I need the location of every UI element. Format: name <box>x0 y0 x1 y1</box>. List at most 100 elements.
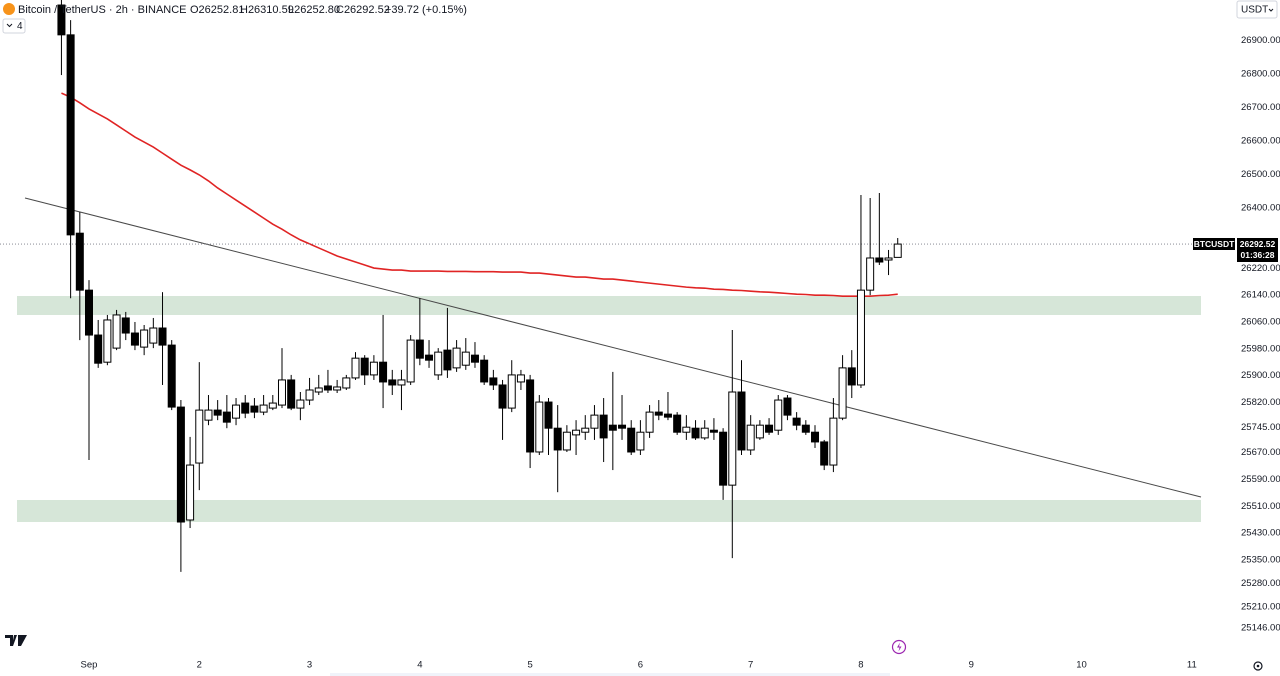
candle-body <box>654 411 663 416</box>
candle-body <box>360 357 369 376</box>
candle-body <box>213 409 222 416</box>
symbol-label: BTCUSDT <box>1194 239 1235 249</box>
indicator-toggle[interactable]: 4 <box>2 18 26 34</box>
candle-body <box>415 339 424 359</box>
y-tick-label: 26400.00 <box>1241 203 1280 214</box>
y-tick-label: 25350.00 <box>1241 554 1280 565</box>
candle-body <box>838 367 847 419</box>
candle-body <box>176 406 185 523</box>
lightning-button[interactable] <box>891 639 907 655</box>
candle-body <box>663 413 672 418</box>
settings-hub[interactable] <box>1256 664 1260 668</box>
bar-countdown: 01:36:28 <box>1240 250 1274 260</box>
candle-body <box>700 427 709 439</box>
trendline <box>24 197 1202 498</box>
candle-body <box>268 402 277 409</box>
lightning-icon[interactable] <box>897 642 902 652</box>
settings-button[interactable] <box>1253 661 1263 671</box>
candle-body <box>884 257 893 261</box>
y-tick-label: 25210.00 <box>1241 601 1280 612</box>
candle-body <box>792 417 801 426</box>
x-tick-label: 9 <box>969 660 974 671</box>
candle-body <box>425 354 434 361</box>
candle-body <box>305 389 314 401</box>
candle-body <box>130 332 139 346</box>
price-label-box <box>1237 238 1278 262</box>
candle-body <box>167 344 176 408</box>
candle-body <box>480 359 489 383</box>
candle-body <box>434 351 443 376</box>
x-tick-label: 4 <box>417 660 422 671</box>
candle-body <box>820 441 829 466</box>
candle-body <box>94 334 103 364</box>
candle-body <box>397 379 406 386</box>
candle-body <box>783 397 792 416</box>
settings-gear[interactable] <box>1253 661 1263 671</box>
tv-logo[interactable] <box>5 635 27 646</box>
tv-logo-shape[interactable] <box>5 635 27 646</box>
candle-body <box>590 414 599 429</box>
candle-body <box>66 34 75 236</box>
candle-body <box>737 391 746 451</box>
symbol-label-box <box>1193 238 1235 250</box>
y-tick-label: 26500.00 <box>1241 169 1280 180</box>
candle-body <box>204 409 213 421</box>
candle-body <box>526 379 535 453</box>
candle-body <box>893 243 902 258</box>
candle-body <box>388 379 397 386</box>
candle-body <box>535 401 544 453</box>
y-tick-label: 26600.00 <box>1241 136 1280 147</box>
candle-body <box>121 317 130 334</box>
y-tick-label: 25820.00 <box>1241 397 1280 408</box>
candle-body <box>103 319 112 363</box>
candle-body <box>774 399 783 431</box>
ohlc-change: +39.72 (+0.15%) <box>385 4 467 16</box>
candle-body <box>746 424 755 451</box>
candle-body <box>158 327 167 346</box>
candle-body <box>553 427 562 451</box>
candle-body <box>847 367 856 386</box>
x-tick-label: Sep <box>81 660 98 671</box>
lightning-circle[interactable] <box>891 639 907 655</box>
last-price: 26292.52 <box>1240 239 1276 249</box>
x-tick-label: 7 <box>748 660 753 671</box>
candle-body <box>259 404 268 413</box>
y-tick-label: 25900.00 <box>1241 370 1280 381</box>
toggle-chevron[interactable] <box>6 23 13 28</box>
candle-body <box>149 327 158 344</box>
currency-box[interactable] <box>1236 0 1278 19</box>
candle-body <box>507 374 516 409</box>
x-tick-label: 2 <box>197 660 202 671</box>
candle-body <box>755 424 764 439</box>
candle-body <box>452 347 461 369</box>
plot-area <box>0 0 1193 572</box>
currency[interactable]: USDT <box>1241 5 1268 16</box>
currency-selector[interactable]: USDT <box>1236 0 1278 19</box>
currency-chevron[interactable] <box>1268 8 1274 12</box>
ohlc-open: O26252.81 <box>190 4 244 16</box>
ohlc-high: H26310.59 <box>240 4 294 16</box>
candle-body <box>140 329 149 348</box>
x-tick-label: 10 <box>1076 660 1087 671</box>
candle-body <box>186 464 195 521</box>
y-tick-label: 26800.00 <box>1241 69 1280 80</box>
candle-body <box>406 339 415 383</box>
y-tick-label: 25430.00 <box>1241 528 1280 539</box>
candle-body <box>682 426 691 433</box>
candle-body <box>856 289 865 386</box>
toggle-box[interactable] <box>2 18 26 34</box>
x-tick-label: 11 <box>1187 660 1197 671</box>
candle-body <box>470 354 479 363</box>
candle-body <box>608 424 617 431</box>
indicator-count[interactable]: 4 <box>17 21 23 32</box>
y-tick-label: 25745.00 <box>1241 422 1280 433</box>
candle-body <box>75 232 84 291</box>
candle-body <box>296 399 305 409</box>
y-tick-label: 25670.00 <box>1241 447 1280 458</box>
zone-upper <box>17 296 1201 315</box>
moving-average-line <box>61 92 898 297</box>
candle-body <box>112 314 121 349</box>
